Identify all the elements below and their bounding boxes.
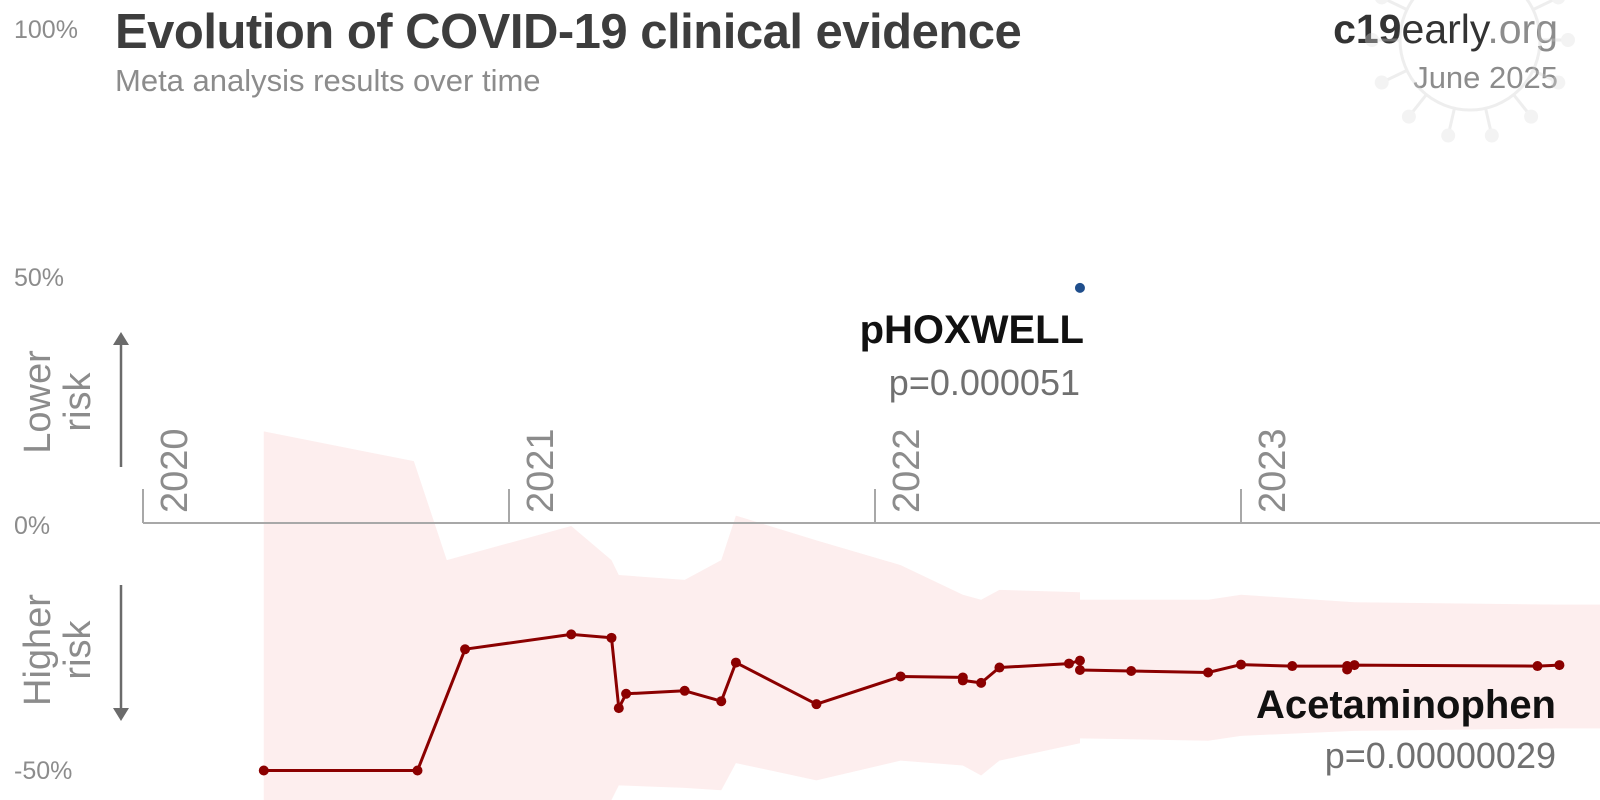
data-point-acetaminophen-7 — [679, 685, 690, 696]
data-point-acetaminophen-22 — [1287, 661, 1298, 672]
data-point-acetaminophen-5 — [613, 703, 624, 714]
series-line-acetaminophen — [263, 632, 1560, 772]
data-point-acetaminophen-4 — [606, 632, 617, 643]
virus-spike-tip — [1365, 33, 1379, 47]
data-point-phoxwell-0 — [1074, 282, 1085, 293]
virus-body — [1398, 0, 1542, 112]
data-point-acetaminophen-25 — [1349, 660, 1360, 671]
data-point-acetaminophen-10 — [811, 699, 822, 710]
p-value-phoxwell: p=0.000051 — [888, 362, 1080, 403]
y-tick-label-50: 50% — [14, 264, 65, 292]
series-layer — [258, 282, 1565, 776]
x-tick-label-2020: 2020 — [154, 428, 196, 513]
x-tick-label-2021: 2021 — [520, 428, 562, 513]
confidence-band-acetaminophen — [263, 431, 1600, 800]
data-point-acetaminophen-26 — [1532, 661, 1543, 672]
y-tick-label-0: 0% — [14, 512, 51, 540]
virus-spike-tip — [1374, 75, 1389, 90]
axis-layer — [113, 332, 1600, 721]
x-tick-label-2023: 2023 — [1252, 428, 1294, 513]
y-tick-label-100: 100% — [14, 16, 78, 44]
data-point-acetaminophen-16 — [1063, 658, 1074, 669]
chart-subtitle: Meta analysis results over time — [115, 63, 541, 98]
virus-spike-tip — [1551, 0, 1565, 5]
data-point-acetaminophen-8 — [716, 696, 727, 707]
confidence-band-layer — [263, 431, 1600, 800]
data-point-acetaminophen-21 — [1236, 659, 1246, 670]
virus-spike-tip — [1551, 75, 1566, 90]
chart-date: June 2025 — [1413, 60, 1558, 95]
virus-spike-tip — [1561, 33, 1575, 47]
p-value-acetaminophen: p=0.00000029 — [1324, 735, 1556, 776]
virus-spike — [1532, 0, 1557, 11]
virus-spike-tip — [1375, 0, 1389, 5]
data-point-acetaminophen-14 — [976, 677, 987, 688]
virus-spike — [1383, 0, 1408, 11]
virus-spike-tip — [1484, 128, 1499, 143]
virus-spike — [1512, 93, 1533, 118]
higher-risk-arrow — [113, 585, 129, 721]
virus-spike — [1381, 69, 1408, 84]
chart-title: Evolution of COVID-19 clinical evidence — [115, 5, 1022, 59]
virus-spike-tip — [1441, 128, 1456, 143]
y-tick-label-neg50: -50% — [14, 757, 73, 785]
data-point-acetaminophen-2 — [460, 644, 471, 655]
data-point-acetaminophen-0 — [258, 765, 269, 776]
virus-spike-tip — [1401, 109, 1416, 124]
series-label-phoxwell: pHOXWELL — [859, 308, 1084, 352]
data-point-acetaminophen-24 — [1342, 664, 1353, 675]
virus-watermark — [1365, 0, 1575, 143]
brand-logo[interactable]: c19early.org — [1333, 6, 1558, 53]
data-point-acetaminophen-17 — [1074, 655, 1085, 666]
virus-spike — [1407, 93, 1428, 118]
virus-spike-tip — [1524, 109, 1539, 124]
data-point-acetaminophen-9 — [730, 657, 741, 668]
data-point-acetaminophen-20 — [1203, 667, 1214, 678]
data-point-acetaminophen-13 — [957, 675, 968, 686]
x-tick-label-2022: 2022 — [886, 428, 928, 513]
data-point-acetaminophen-15 — [994, 662, 1005, 673]
data-point-acetaminophen-19 — [1126, 666, 1137, 677]
brand-suffix-text: .org — [1487, 6, 1558, 52]
data-point-acetaminophen-6 — [621, 688, 632, 699]
lower-risk-label: Lower risk — [17, 350, 99, 454]
higher-risk-label: Higher risk — [17, 594, 99, 706]
virus-spike — [1446, 107, 1456, 136]
data-point-acetaminophen-18 — [1074, 665, 1085, 676]
lower-risk-arrow — [113, 332, 129, 467]
series-label-acetaminophen: Acetaminophen — [1255, 683, 1556, 727]
brand-bold-text: c19 — [1333, 6, 1402, 52]
data-point-acetaminophen-27 — [1554, 660, 1565, 671]
brand-normal-text: early — [1401, 6, 1488, 52]
virus-spike — [1532, 69, 1559, 84]
data-point-acetaminophen-3 — [566, 629, 577, 640]
data-point-acetaminophen-11 — [895, 671, 906, 682]
virus-spike — [1484, 107, 1494, 136]
data-point-acetaminophen-1 — [412, 765, 423, 776]
